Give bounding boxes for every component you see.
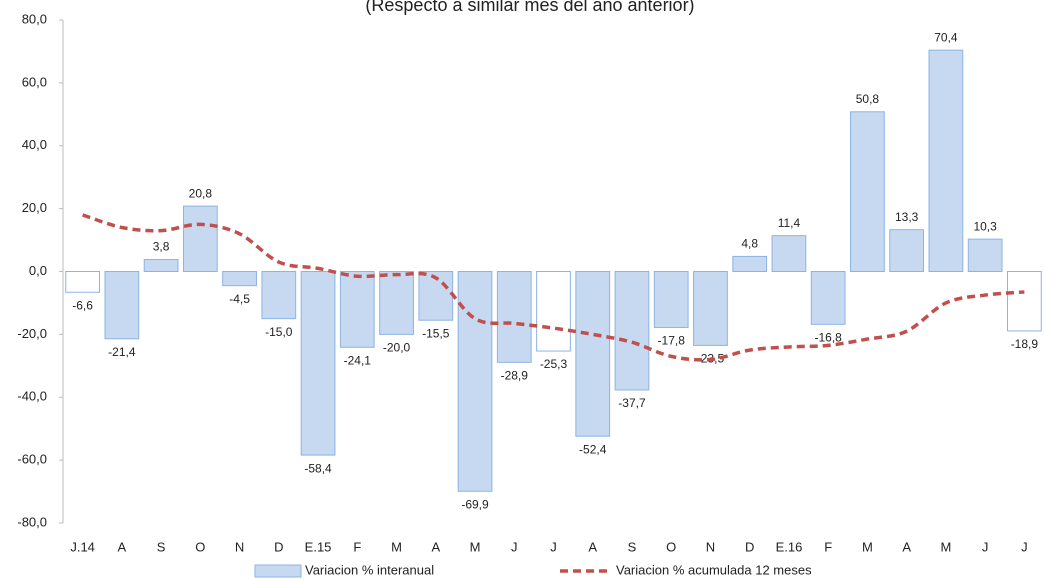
bar: [536, 271, 571, 352]
y-tick-label: -20,0: [17, 326, 47, 341]
legend-label: Variacion % acumulada 12 meses: [616, 562, 812, 577]
x-tick-label: F: [824, 539, 832, 554]
y-tick-label: 60,0: [22, 74, 47, 89]
value-label: 3,8: [153, 240, 170, 254]
value-label: -58,4: [304, 461, 332, 475]
bar: [771, 235, 807, 273]
value-label: -52,4: [579, 442, 607, 456]
y-tick-label: -60,0: [17, 452, 47, 467]
bar: [693, 271, 728, 346]
y-tick-label: 80,0: [22, 11, 47, 26]
x-tick-label: O: [195, 539, 205, 554]
x-tick-label: M: [391, 539, 402, 554]
value-label: -24,1: [344, 353, 372, 367]
bar: [928, 49, 964, 273]
bar: [143, 259, 179, 272]
x-tick-label: M: [470, 539, 481, 554]
x-tick-label: S: [628, 539, 637, 554]
value-label: -28,9: [501, 369, 529, 383]
value-label: -4,5: [229, 292, 250, 306]
value-label: -16,8: [815, 330, 843, 344]
value-label: -17,8: [658, 334, 686, 348]
value-label: -15,0: [265, 325, 293, 339]
x-tick-label: N: [706, 539, 715, 554]
y-tick-label: -40,0: [17, 389, 47, 404]
x-tick-label: A: [902, 539, 911, 554]
bar: [457, 271, 493, 492]
x-tick-label: J: [1021, 539, 1028, 554]
value-label: 50,8: [856, 92, 880, 106]
bar: [104, 271, 140, 340]
x-tick-label: D: [745, 539, 754, 554]
bar: [810, 271, 846, 325]
x-tick-label: M: [940, 539, 951, 554]
chart-subtitle: (Respecto a similar mes del año anterior…: [365, 0, 694, 15]
x-tick-label: J: [550, 539, 557, 554]
bar: [967, 238, 1003, 272]
x-tick-label: O: [666, 539, 676, 554]
value-label: 11,4: [778, 216, 801, 230]
bar: [261, 271, 297, 320]
value-label: 4,8: [741, 237, 758, 251]
bar: [496, 271, 532, 363]
bar: [339, 271, 375, 348]
x-tick-label: M: [862, 539, 873, 554]
bar: [653, 271, 689, 328]
y-tick-label: 40,0: [22, 137, 47, 152]
value-label: 20,8: [189, 186, 213, 200]
value-label: -15,5: [422, 326, 450, 340]
bar: [379, 271, 414, 335]
value-label: -21,4: [108, 345, 136, 359]
y-tick-label: 20,0: [22, 200, 47, 215]
bar: [182, 205, 218, 272]
x-tick-label: E.16: [776, 539, 803, 554]
x-tick-label: A: [431, 539, 440, 554]
x-tick-label: F: [353, 539, 361, 554]
y-tick-label: -80,0: [17, 514, 47, 529]
value-label: 70,4: [934, 30, 958, 44]
value-label: -37,7: [618, 396, 646, 410]
x-tick-label: J: [982, 539, 989, 554]
value-label: -6,6: [72, 298, 93, 312]
value-label: -69,9: [461, 497, 489, 511]
bar: [222, 271, 257, 287]
x-tick-label: E.15: [305, 539, 332, 554]
line: [82, 213, 1025, 362]
value-label: 13,3: [895, 210, 919, 224]
bar: [65, 271, 100, 293]
legend-label: Variacion % interanual: [305, 562, 434, 577]
bar: [614, 271, 650, 391]
y-tick-label: 0,0: [29, 263, 47, 278]
legend-swatch: [254, 564, 302, 578]
bar: [1007, 271, 1042, 332]
x-tick-label: D: [274, 539, 283, 554]
x-tick-label: A: [588, 539, 597, 554]
bar: [300, 271, 336, 456]
bar: [850, 111, 885, 272]
x-tick-label: J.14: [70, 539, 95, 554]
value-label: -18,9: [1011, 337, 1039, 351]
value-label: -25,3: [540, 357, 568, 371]
bar: [575, 271, 611, 437]
x-tick-label: J: [511, 539, 518, 554]
x-tick-label: N: [235, 539, 244, 554]
bar: [732, 255, 768, 273]
x-tick-label: A: [118, 539, 127, 554]
bar: [889, 229, 925, 272]
x-tick-label: S: [157, 539, 166, 554]
value-label: 10,3: [973, 219, 997, 233]
value-label: -20,0: [383, 341, 411, 355]
